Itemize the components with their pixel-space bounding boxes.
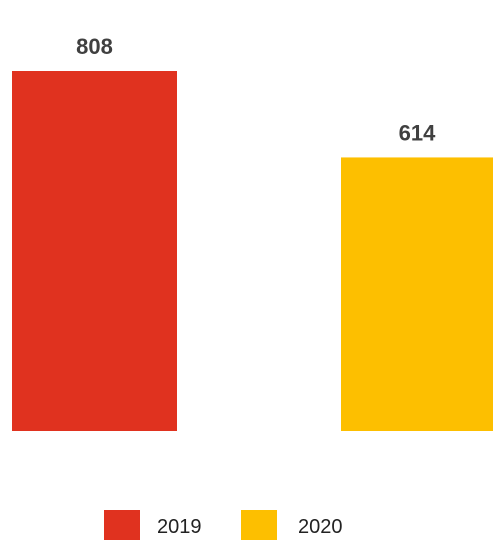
bars-layer bbox=[12, 71, 493, 431]
legend-label-2019: 2019 bbox=[157, 516, 202, 538]
bar-2020 bbox=[341, 157, 493, 431]
legend: 2019 2020 bbox=[104, 510, 343, 540]
bar-2019 bbox=[12, 71, 177, 431]
legend-swatch-2019 bbox=[104, 510, 140, 540]
legend-label-2020: 2020 bbox=[298, 516, 343, 538]
legend-swatch-2020 bbox=[241, 510, 277, 540]
value-labels-layer: 808 614 bbox=[76, 34, 436, 145]
data-label-2020: 614 bbox=[399, 120, 436, 145]
data-label-2019: 808 bbox=[76, 34, 113, 59]
